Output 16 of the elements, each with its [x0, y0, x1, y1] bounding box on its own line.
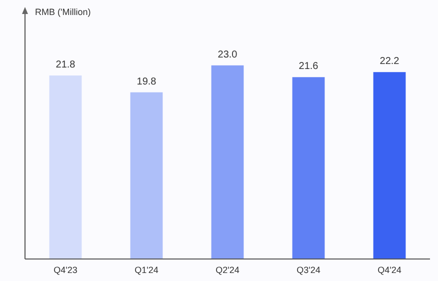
data-label: 21.6 [298, 61, 319, 72]
bar [130, 92, 163, 259]
data-label: 19.8 [136, 76, 157, 88]
text: RMB ('Million) [35, 7, 91, 17]
x-tick-label: Q2'24 [216, 265, 240, 275]
data-label: 21.8 [56, 59, 76, 70]
bar [49, 75, 82, 259]
x-tick-label: Q4'23 [54, 265, 78, 275]
bar [373, 72, 406, 259]
x-tick-label: Q4'24 [378, 265, 402, 275]
bar [292, 77, 325, 259]
bar [211, 65, 244, 259]
data-label: 22.2 [380, 56, 400, 68]
data-label: 23.0 [218, 49, 238, 60]
x-tick-label: Q3'24 [296, 265, 320, 275]
x-tick-label: Q1'24 [134, 265, 158, 275]
